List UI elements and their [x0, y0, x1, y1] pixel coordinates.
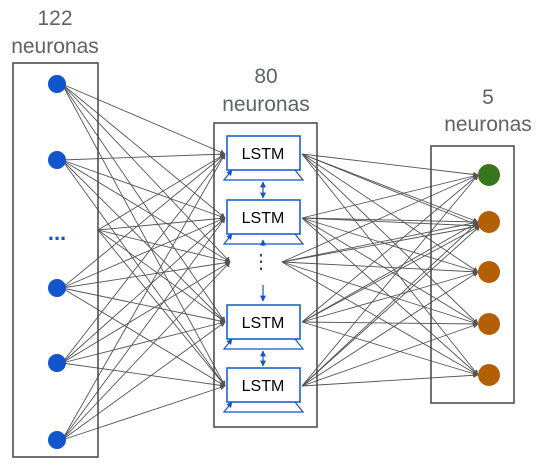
lstm-cells: LSTM LSTM LSTM LSTM: [222, 135, 305, 413]
connection-edge: [301, 217, 479, 225]
lstm-cell-box: [226, 135, 301, 171]
lstm-cell-box: [226, 199, 301, 235]
connection-edge: [301, 221, 479, 323]
hidden-layer-frame: [213, 122, 318, 428]
connection-edge: [301, 270, 479, 323]
connection-edge: [61, 287, 226, 387]
connection-edge: [281, 220, 479, 263]
input-neuron: [48, 279, 66, 297]
input-layer-frame: [12, 62, 99, 458]
connection-edge: [301, 372, 479, 387]
recurrent-loop: [222, 401, 305, 413]
hidden-ellipsis: ⋮: [251, 251, 271, 273]
output-layer-count: 5: [482, 86, 494, 109]
recurrent-loop: [222, 338, 305, 350]
connection-edge: [97, 153, 226, 231]
connection-edge: [61, 83, 226, 387]
lstm-cell-box: [226, 367, 301, 403]
connection-edge: [61, 217, 226, 364]
connection-edge: [301, 153, 479, 325]
connection-edge: [61, 153, 226, 289]
lstm-cell: LSTM: [222, 199, 305, 245]
connection-edge: [281, 174, 479, 263]
input-nodes: [48, 75, 66, 449]
input-layer-count: 122: [37, 7, 72, 30]
output-neuron: [478, 313, 500, 335]
connection-edge: [61, 159, 226, 219]
connection-edge: [97, 229, 226, 323]
connection-edge: [61, 362, 226, 388]
connection-edge: [61, 287, 226, 324]
connection-edge: [97, 229, 231, 264]
connection-edge: [61, 159, 231, 263]
connection-edge: [281, 261, 479, 376]
input-neuron: [48, 151, 66, 169]
connection-edge: [281, 261, 479, 275]
output-neuron: [478, 364, 500, 386]
connection-edge: [61, 83, 226, 219]
input-layer-unit: neuronas: [11, 35, 99, 58]
input-hidden-connections: [61, 83, 231, 441]
connection-edge: [97, 229, 226, 387]
connection-edge: [61, 261, 231, 441]
connection-edge: [301, 321, 479, 327]
connection-edge: [301, 153, 479, 178]
connection-edge: [61, 321, 226, 441]
connection-edge: [301, 174, 479, 323]
connection-edge: [61, 153, 226, 441]
connection-edge: [301, 225, 481, 387]
output-nodes: [478, 164, 500, 386]
hidden-output-connections: [281, 153, 481, 387]
lstm-cell: LSTM: [222, 304, 305, 350]
connection-edge: [301, 323, 479, 387]
connection-edge: [97, 215, 226, 231]
lstm-cell-label: LSTM: [242, 315, 285, 332]
lstm-cell: LSTM: [222, 367, 305, 413]
input-neuron: [48, 354, 66, 372]
connection-edge: [301, 153, 481, 227]
connection-edge: [301, 321, 479, 377]
input-neuron: [48, 75, 66, 93]
connection-edge: [281, 261, 479, 326]
connection-edge: [301, 217, 481, 229]
connection-edge: [301, 225, 481, 323]
connection-edge: [61, 153, 226, 364]
connection-edge: [61, 83, 231, 263]
recurrent-loop: [222, 169, 305, 181]
lstm-cell-box: [226, 304, 301, 340]
connection-edge: [301, 174, 479, 387]
hidden-layer-unit: neuronas: [222, 93, 310, 116]
lstm-cell-label: LSTM: [242, 378, 285, 395]
output-neuron: [478, 164, 500, 186]
connection-edge: [61, 320, 226, 364]
connection-edge: [301, 217, 479, 274]
lstm-cell-label: LSTM: [242, 210, 285, 227]
connection-edge: [301, 271, 479, 387]
connection-edge: [61, 260, 231, 289]
connection-edge: [301, 153, 479, 376]
connection-edge: [301, 153, 479, 273]
connection-edge: [61, 217, 226, 289]
output-neuron: [478, 261, 500, 283]
connection-edge: [281, 224, 481, 263]
lstm-cell: LSTM: [222, 135, 305, 181]
lstm-cell-label: LSTM: [242, 146, 285, 163]
connection-edge: [61, 151, 226, 161]
output-neuron: [478, 211, 500, 233]
hidden-layer-count: 80: [254, 65, 277, 88]
connection-edge: [61, 83, 226, 155]
output-layer-frame: [430, 145, 515, 404]
connection-edge: [61, 217, 226, 441]
connection-edge: [301, 173, 479, 219]
connection-edge: [301, 217, 479, 325]
connection-edge: [61, 384, 226, 441]
connection-edge: [61, 261, 231, 364]
connection-edge: [301, 221, 479, 387]
input-neuron: [48, 431, 66, 449]
connection-edge: [61, 159, 226, 387]
input-ellipsis: ...: [48, 220, 66, 245]
output-layer-unit: neuronas: [444, 113, 532, 136]
